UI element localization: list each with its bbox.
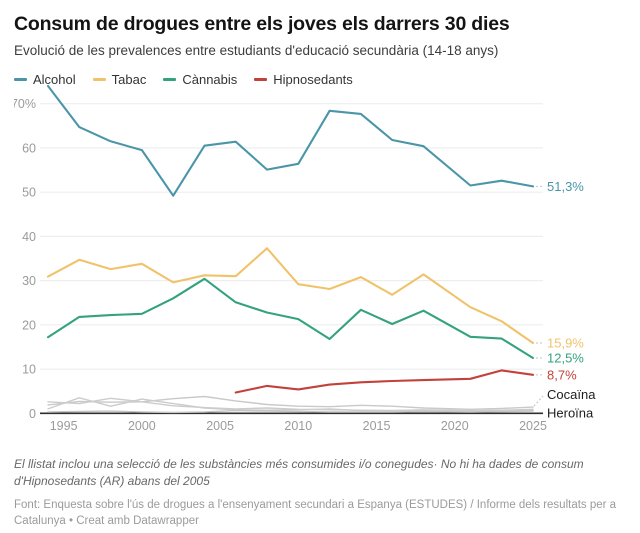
x-tick-label: 2000 [128, 419, 156, 433]
y-tick-label: 50 [22, 186, 36, 200]
y-tick-label: 30 [22, 274, 36, 288]
series-line-Cocaïna [47, 396, 534, 411]
x-tick-label: 2025 [519, 419, 547, 433]
y-tick-label: 60 [22, 142, 36, 156]
series-line-Tabac [46, 247, 535, 345]
series-end-label-Tabac: 15,9% [547, 336, 584, 351]
line-swatch-icon [163, 78, 177, 81]
page-title: Consum de drogues entre els joves els da… [14, 13, 510, 35]
source-line: Font: Enquesta sobre l'ús de drogues a l… [14, 497, 626, 529]
series-line-Cànnabis [46, 278, 535, 360]
series-line-Alcohol [46, 85, 535, 198]
legend-label: Cànnabis [182, 71, 238, 87]
legend-label: Tabac [111, 71, 147, 87]
chart-legend: Alcohol Tabac Cànnabis Hipnosedants [14, 71, 626, 87]
series-end-label-Heroïna: Heroïna [547, 406, 594, 421]
source-separator: • [65, 515, 77, 528]
series-line-Heroïna [47, 410, 534, 414]
chart-subtitle: Evolució de les prevalences entre estudi… [14, 43, 499, 59]
x-tick-label: 2010 [284, 419, 312, 433]
y-tick-label: 10 [22, 363, 36, 377]
x-tick-label: 1995 [50, 419, 78, 433]
chart-svg: 0 10 20 30 40 50 60 70% 1995 2000 2005 2010 2015 2020… [11, 85, 596, 433]
x-tick-label: 2020 [441, 419, 469, 433]
line-swatch-icon [254, 78, 268, 81]
chart-area: 0 10 20 30 40 50 60 70% 1995 2000 2005 2010 2015 2020… [11, 79, 626, 446]
datawrapper-attribution-link[interactable]: Creat amb Datawrapper [76, 515, 199, 528]
x-tick-label: 2005 [206, 419, 234, 433]
footnote: El llistat inclou una selecció de les su… [14, 457, 584, 489]
series-end-label-Cocaïna: Cocaïna [547, 387, 596, 402]
legend-label: Hipnosedants [273, 71, 353, 87]
x-tick-label: 2015 [363, 419, 391, 433]
y-tick-label: 40 [22, 230, 36, 244]
series-end-label-Hipnosedants: 8,7% [547, 368, 577, 383]
legend-item-alcohol: Alcohol [14, 72, 76, 87]
line-swatch-icon [14, 78, 27, 81]
series-end-label-Cànnabis: 12,5% [547, 351, 584, 366]
label-leader-line [533, 396, 544, 407]
line-swatch-icon [92, 78, 106, 81]
source-text: Font: Enquesta sobre l'ús de drogues a l… [14, 498, 617, 528]
series-end-label-Alcohol: 51,3% [547, 179, 584, 194]
legend-item-tabac: Tabac [92, 71, 147, 87]
legend-item-cannabis: Cànnabis [163, 72, 237, 87]
legend-label: Alcohol [33, 71, 76, 87]
legend-item-hipnosedants: Hipnosedants [254, 72, 353, 87]
y-tick-label: 70% [14, 98, 36, 112]
chart-footer: El llistat inclou una selecció de les su… [14, 456, 626, 529]
y-tick-label: 0 [29, 407, 36, 421]
series-line-Hipnosedants [234, 369, 535, 394]
y-tick-label: 20 [22, 319, 36, 333]
series-line-unlabeled [47, 397, 534, 412]
